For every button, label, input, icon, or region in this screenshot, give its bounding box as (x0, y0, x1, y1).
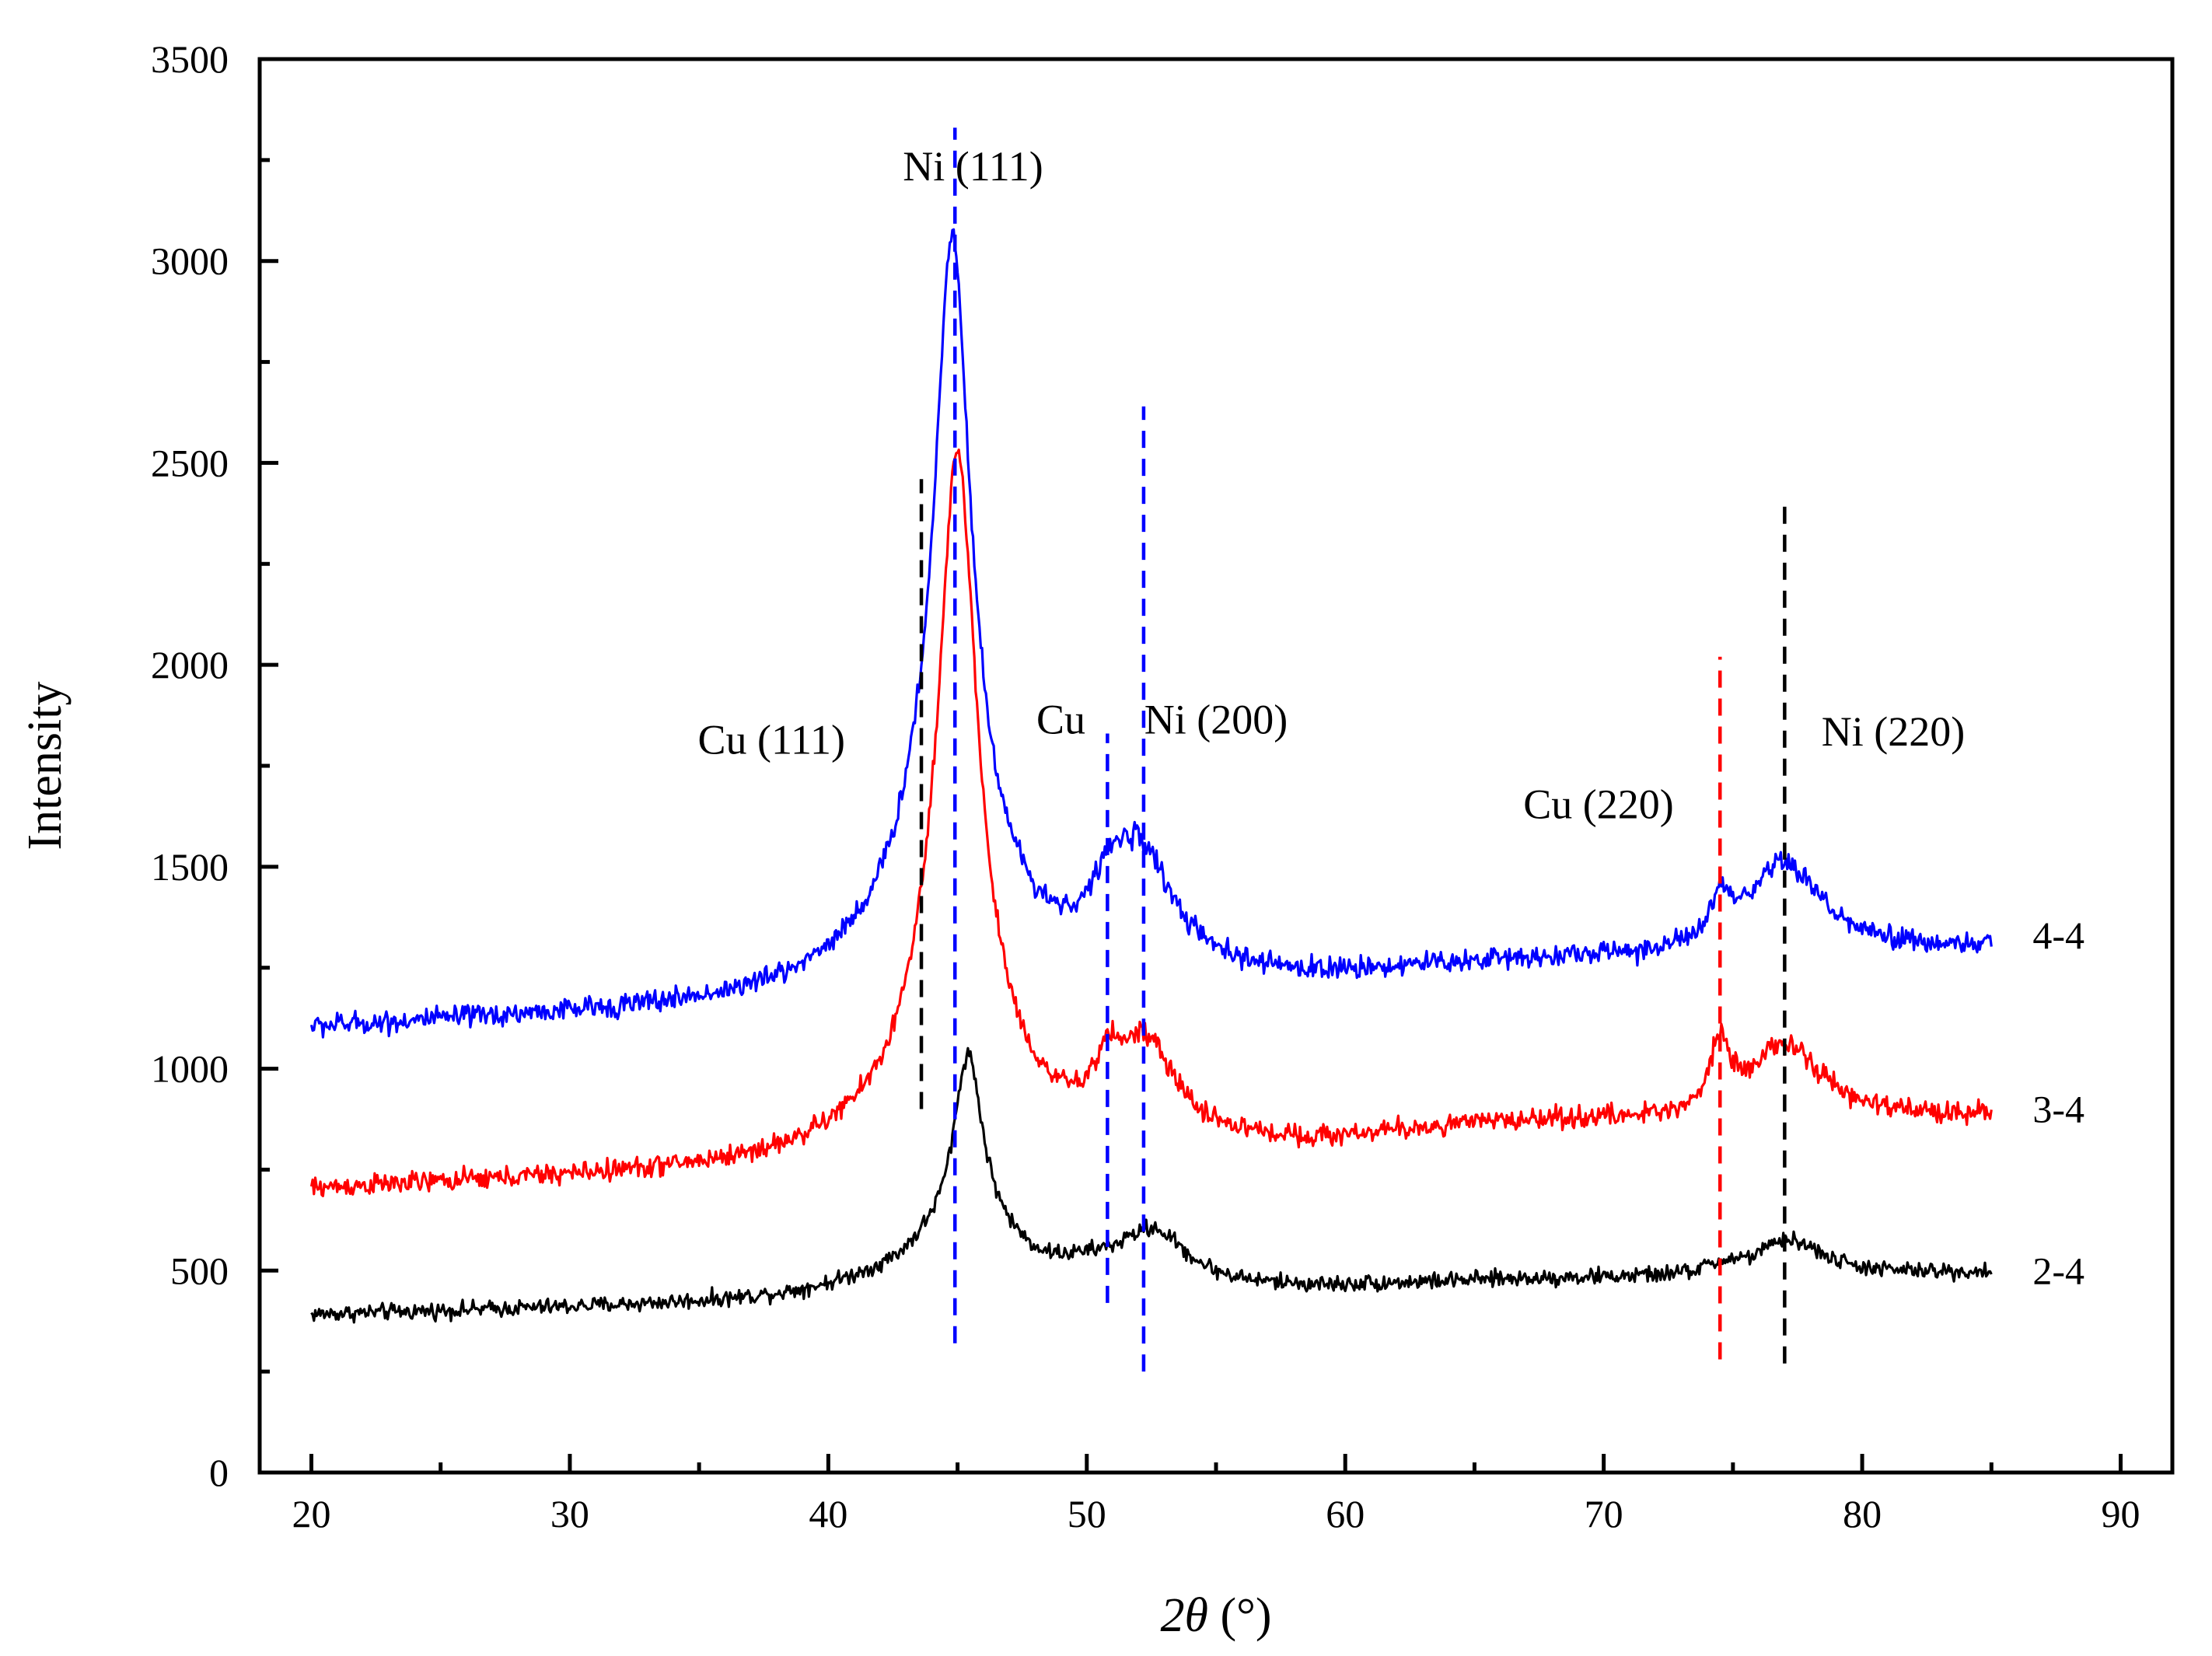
series-layer (309, 228, 1993, 1324)
x-tick-label: 80 (1843, 1492, 1882, 1535)
series-label: 4-4 (2032, 914, 2084, 957)
peak-annotation: Cu (111) (697, 716, 844, 763)
x-tick-label: 90 (2102, 1492, 2140, 1535)
series-label: 2-4 (2032, 1249, 2084, 1292)
y-tick-label: 3000 (151, 239, 229, 283)
x-tick-label: 70 (1585, 1492, 1623, 1535)
x-axis-symbol: 2θ (1160, 1589, 1207, 1642)
series-line-2-4 (310, 1046, 1993, 1324)
y-axis-title: Intensity (19, 682, 72, 851)
y-tick-label: 2000 (151, 643, 229, 687)
y-tick-label: 1000 (151, 1047, 229, 1091)
peak-annotation: Ni (200) (1144, 696, 1288, 742)
series-line-3-4 (309, 448, 1993, 1197)
reference-lines (919, 128, 1787, 1372)
series-line-4-4 (309, 228, 1993, 1039)
axis-ticks (260, 57, 2123, 1475)
x-tick-label: 60 (1326, 1492, 1365, 1535)
x-tick-label: 30 (550, 1492, 589, 1535)
x-axis-title: 2θ (°) (1160, 1589, 1271, 1642)
x-tick-label: 40 (809, 1492, 847, 1535)
x-axis-unit: (°) (1208, 1589, 1272, 1642)
y-tick-label: 1500 (151, 845, 229, 889)
text-layer: 20 30 40 50 60 70 80 90 0 500 1000 1500 2000 2500 3000… (151, 37, 2140, 1535)
peak-annotation: Cu (1036, 696, 1085, 742)
y-tick-label: 0 (209, 1451, 229, 1494)
plot-frame (257, 57, 2175, 1475)
y-tick-label: 500 (170, 1249, 229, 1292)
peak-annotation: Ni (111) (903, 143, 1043, 190)
y-tick-label: 2500 (151, 441, 229, 484)
peak-annotation: Ni (220) (1822, 708, 1965, 755)
series-label: 3-4 (2032, 1088, 2084, 1131)
y-tick-label: 3500 (151, 37, 229, 81)
peak-annotation: Cu (220) (1523, 781, 1673, 828)
x-tick-label: 50 (1068, 1492, 1106, 1535)
x-tick-label: 20 (292, 1492, 330, 1535)
